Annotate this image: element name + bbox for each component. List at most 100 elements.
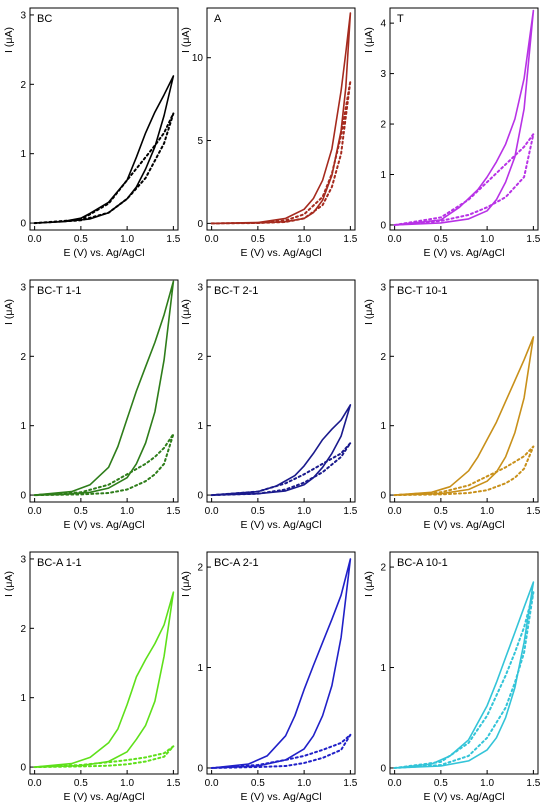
y-tick-label: 3 — [197, 282, 203, 293]
x-tick-label: 1.5 — [166, 234, 180, 245]
x-tick-label: 1.0 — [120, 778, 134, 789]
y-tick-label: 3 — [380, 69, 386, 80]
y-tick-label: 2 — [380, 120, 386, 131]
x-tick-label: 0.0 — [388, 234, 402, 245]
x-tick-label: 1.0 — [120, 234, 134, 245]
y-axis-title: I (μA) — [3, 27, 15, 53]
x-tick-label: 1.5 — [343, 506, 357, 517]
cv-panel-4: 0.0 0.5 1.0 1.5 0 1 2 3 E (V) vs. Ag/AgCl I (μA) B… — [3, 279, 181, 531]
x-tick-label: 1.5 — [343, 234, 357, 245]
plot-frame — [389, 279, 539, 503]
solid-cv-curve — [33, 280, 175, 496]
dotted-cv-curve — [393, 445, 535, 497]
y-tick-label: 2 — [20, 624, 26, 635]
y-tick-label: 2 — [20, 80, 26, 91]
y-tick-label: 2 — [197, 563, 203, 574]
y-axis-title: I (μA) — [180, 571, 192, 597]
cv-panel-2: 0.0 0.5 1.0 1.5 0 5 10 E (V) vs. Ag/AgCl I (μA) A — [180, 7, 358, 259]
solid-cv-curve — [210, 558, 352, 769]
y-tick-label: 2 — [197, 352, 203, 363]
x-tick-label: 1.0 — [297, 778, 311, 789]
cv-panel-1: 0.0 0.5 1.0 1.5 0 1 2 3 E (V) vs. Ag/AgCl I (μA) B… — [3, 7, 181, 259]
y-tick-label: 1 — [197, 663, 203, 674]
y-tick-label: 0 — [20, 763, 26, 774]
x-tick-label: 0.5 — [251, 234, 265, 245]
y-tick-label: 3 — [380, 282, 386, 293]
x-tick-label: 0.5 — [434, 506, 448, 517]
x-tick-label: 0.5 — [74, 778, 88, 789]
panel-title: T — [397, 13, 404, 25]
x-tick-label: 1.5 — [526, 234, 540, 245]
dotted-cv-curve — [210, 733, 352, 769]
y-tick-label: 3 — [20, 10, 26, 21]
y-tick-label: 1 — [380, 170, 386, 181]
dotted-cv-curve — [393, 133, 535, 226]
y-tick-label: 0 — [20, 219, 26, 230]
y-tick-label: 0 — [197, 491, 203, 502]
panel-title: BC-A 1-1 — [37, 557, 82, 569]
y-tick-label: 1 — [380, 663, 386, 674]
panel-title: BC-T 1-1 — [37, 285, 81, 297]
y-tick-label: 3 — [20, 282, 26, 293]
x-tick-label: 1.0 — [480, 506, 494, 517]
y-axis-title: I (μA) — [180, 27, 192, 53]
plot-frame — [29, 7, 179, 231]
x-tick-label: 0.5 — [251, 506, 265, 517]
x-tick-label: 0.5 — [434, 234, 448, 245]
x-tick-label: 0.0 — [205, 778, 219, 789]
cv-panel-8: 0.0 0.5 1.0 1.5 0 1 2 E (V) vs. Ag/AgCl I (μA) BC… — [180, 551, 358, 803]
x-tick-label: 1.5 — [343, 778, 357, 789]
y-tick-label: 2 — [380, 352, 386, 363]
x-tick-label: 0.0 — [205, 234, 219, 245]
panel-title: BC-T 2-1 — [214, 285, 258, 297]
dotted-cv-curve — [33, 433, 175, 497]
y-tick-label: 5 — [197, 136, 203, 147]
panel-title: BC — [37, 13, 52, 25]
dotted-cv-curve — [210, 442, 352, 497]
plot-frame — [206, 279, 356, 503]
y-tick-label: 0 — [380, 491, 386, 502]
panel-title: A — [214, 13, 222, 25]
x-tick-label: 1.0 — [297, 234, 311, 245]
solid-cv-curve — [33, 591, 175, 768]
dotted-cv-curve — [210, 79, 352, 225]
y-axis-title: I (μA) — [363, 299, 375, 325]
x-axis-title: E (V) vs. Ag/AgCl — [63, 791, 144, 803]
y-tick-label: 4 — [380, 19, 386, 30]
plot-frame — [29, 551, 179, 775]
x-tick-label: 0.5 — [251, 778, 265, 789]
y-tick-label: 0 — [380, 220, 386, 231]
x-axis-title: E (V) vs. Ag/AgCl — [63, 247, 144, 259]
x-axis-title: E (V) vs. Ag/AgCl — [423, 791, 504, 803]
panel-title: BC-A 2-1 — [214, 557, 259, 569]
y-axis-title: I (μA) — [180, 299, 192, 325]
x-axis-title: E (V) vs. Ag/AgCl — [63, 519, 144, 531]
x-tick-label: 0.0 — [388, 778, 402, 789]
x-tick-label: 1.0 — [120, 506, 134, 517]
cv-panel-7: 0.0 0.5 1.0 1.5 0 1 2 3 E (V) vs. Ag/AgCl I (μA) B… — [3, 551, 181, 803]
x-axis-title: E (V) vs. Ag/AgCl — [240, 247, 321, 259]
y-tick-label: 0 — [197, 763, 203, 774]
y-tick-label: 1 — [20, 149, 26, 160]
x-axis-title: E (V) vs. Ag/AgCl — [423, 519, 504, 531]
x-tick-label: 0.0 — [28, 778, 42, 789]
x-tick-label: 1.5 — [526, 506, 540, 517]
dotted-cv-curve — [393, 591, 535, 769]
cv-panel-3: 0.0 0.5 1.0 1.5 0 1 2 3 4 E (V) vs. Ag/AgCl I (μA)… — [363, 7, 541, 259]
x-tick-label: 0.5 — [74, 234, 88, 245]
x-tick-label: 0.0 — [28, 506, 42, 517]
x-axis-title: E (V) vs. Ag/AgCl — [240, 519, 321, 531]
cv-panel-9: 0.0 0.5 1.0 1.5 0 1 2 E (V) vs. Ag/AgCl I (μA) BC… — [363, 551, 541, 803]
x-tick-label: 0.5 — [74, 506, 88, 517]
solid-cv-curve — [393, 9, 535, 226]
plot-frame — [206, 7, 356, 231]
x-tick-label: 1.0 — [480, 778, 494, 789]
x-tick-label: 1.5 — [166, 506, 180, 517]
panel-title: BC-A 10-1 — [397, 557, 448, 569]
solid-cv-curve — [33, 75, 175, 224]
x-tick-label: 0.0 — [28, 234, 42, 245]
y-tick-label: 2 — [20, 352, 26, 363]
cv-panel-5: 0.0 0.5 1.0 1.5 0 1 2 3 E (V) vs. Ag/AgCl I (μA) B… — [180, 279, 358, 531]
x-axis-title: E (V) vs. Ag/AgCl — [423, 247, 504, 259]
y-tick-label: 1 — [20, 693, 26, 704]
